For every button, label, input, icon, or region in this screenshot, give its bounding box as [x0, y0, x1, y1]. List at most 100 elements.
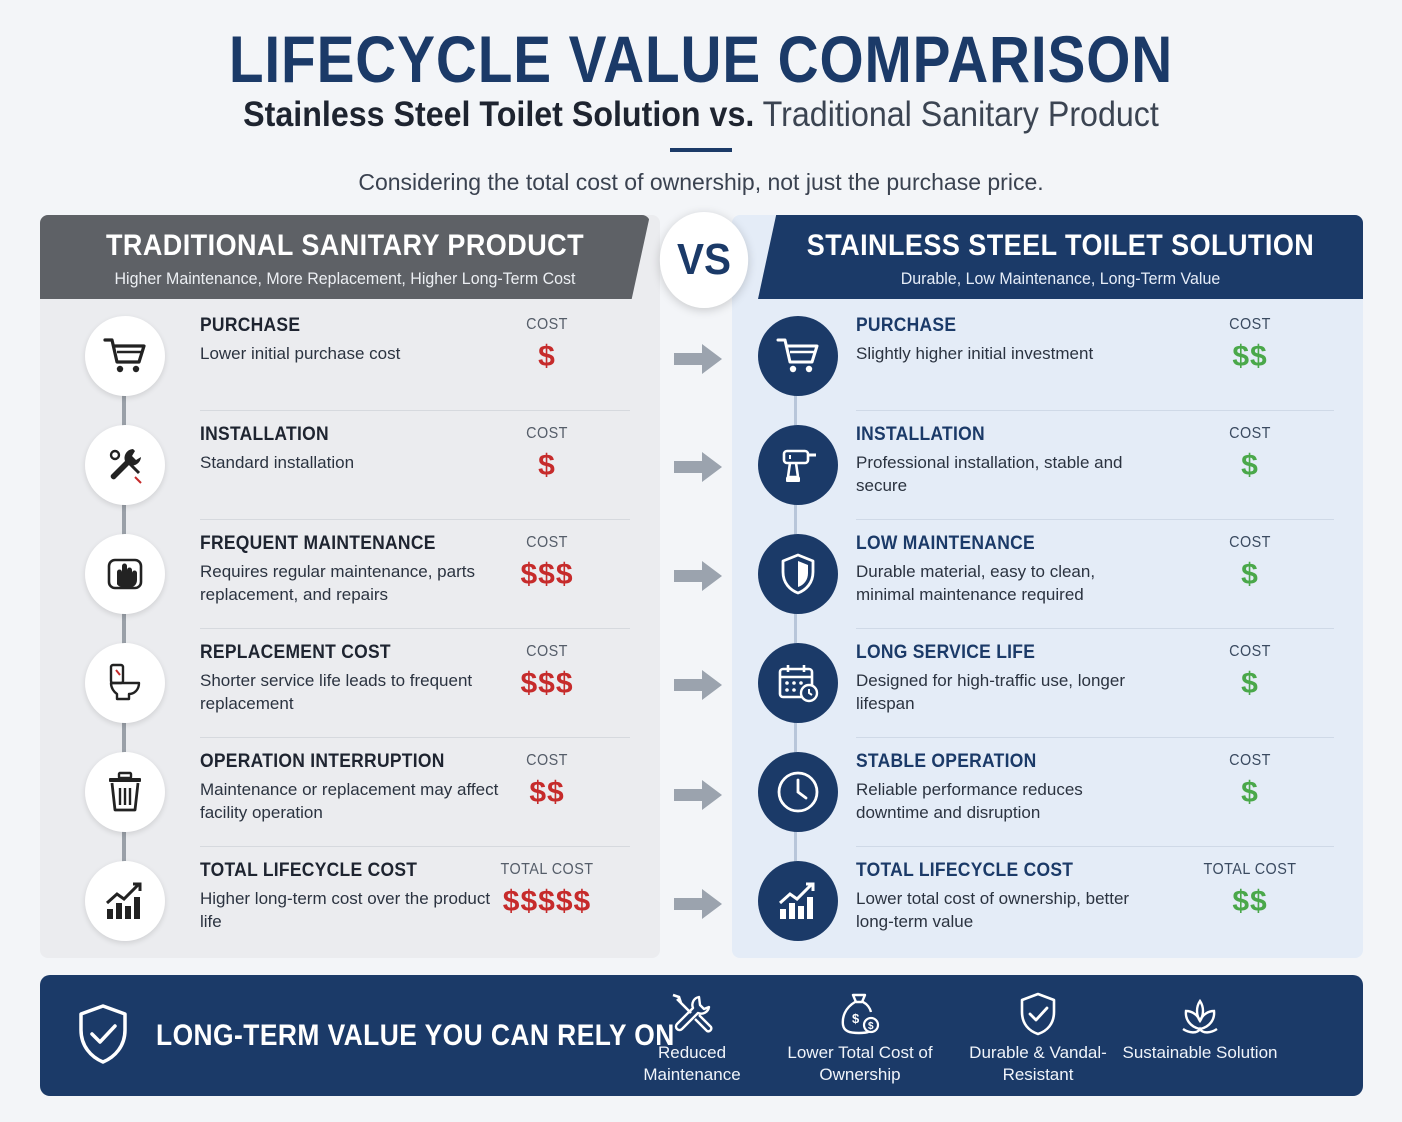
row-divider	[200, 519, 630, 520]
cost-label: COST	[1229, 425, 1271, 442]
row-divider	[200, 737, 630, 738]
row-title: TOTAL LIFECYCLE COST	[200, 860, 418, 881]
page-subtitle: Stainless Steel Toilet Solution vs. Trad…	[56, 94, 1346, 136]
shield-check-icon	[953, 989, 1123, 1039]
row-title: STABLE OPERATION	[856, 751, 1037, 772]
cost-label: COST	[1229, 534, 1271, 551]
row-description: Designed for high-traffic use, longer li…	[856, 671, 1126, 713]
chart-growth-icon	[85, 861, 165, 941]
row-title: OPERATION INTERRUPTION	[200, 751, 445, 772]
traditional-row-maintenance: FREQUENT MAINTENANCE Requires regular ma…	[40, 520, 660, 629]
row-title: INSTALLATION	[200, 424, 329, 445]
feature-sustainable: Sustainable Solution	[1115, 989, 1285, 1064]
chart-growth-icon	[758, 861, 838, 941]
arrow-right-icon	[674, 670, 722, 700]
arrow-right-icon	[674, 780, 722, 810]
row-divider	[200, 846, 630, 847]
stainless-row-stable-operation: STABLE OPERATION Reliable performance re…	[732, 738, 1363, 847]
subtitle-strong: Stainless Steel Toilet Solution vs.	[243, 95, 755, 134]
row-title: PURCHASE	[856, 315, 957, 336]
row-description: Lower total cost of ownership, better lo…	[856, 889, 1130, 931]
total-cost-value: $$	[1232, 885, 1268, 918]
cost-value: $$$	[520, 558, 574, 591]
stainless-subtitle: Durable, Low Maintenance, Long-Term Valu…	[900, 269, 1221, 288]
arrow-right-icon	[674, 561, 722, 591]
tools-icon	[607, 989, 777, 1039]
row-title: PURCHASE	[200, 315, 301, 336]
row-description: Lower initial purchase cost	[200, 344, 401, 363]
traditional-header: TRADITIONAL SANITARY PRODUCT Higher Main…	[40, 215, 650, 299]
total-cost-value: $$$$$	[502, 885, 592, 918]
cost-label: COST	[526, 316, 568, 333]
svg-text:$: $	[868, 1021, 874, 1032]
row-description: Maintenance or replacement may affect fa…	[200, 780, 499, 822]
row-title: REPLACEMENT COST	[200, 642, 391, 663]
shield-icon	[758, 534, 838, 614]
cost-value: $	[538, 340, 556, 373]
arrow-right-icon	[674, 452, 722, 482]
cost-label: COST	[1229, 752, 1271, 769]
row-description: Standard installation	[200, 453, 355, 472]
traditional-row-purchase: PURCHASE Lower initial purchase cost COS…	[40, 302, 660, 411]
row-divider	[856, 628, 1334, 629]
stainless-panel	[732, 215, 1363, 958]
cart-icon	[758, 316, 838, 396]
row-description: Higher long-term cost over the product l…	[200, 889, 491, 931]
money-bag-icon: $ $	[775, 989, 945, 1039]
row-description: Reliable performance reduces downtime an…	[856, 780, 1083, 822]
traditional-subtitle: Higher Maintenance, More Replacement, Hi…	[114, 269, 576, 288]
footer-title: LONG-TERM VALUE YOU CAN RELY ON	[156, 1019, 675, 1052]
row-description: Shorter service life leads to frequent r…	[200, 671, 473, 713]
feature-lower-cost: $ $ Lower Total Cost of Ownership	[775, 989, 945, 1086]
cost-label: COST	[526, 752, 568, 769]
feature-label: Sustainable Solution	[1122, 1043, 1278, 1062]
cost-label: COST	[526, 425, 568, 442]
stainless-row-total: TOTAL LIFECYCLE COST Lower total cost of…	[732, 847, 1363, 956]
drill-icon	[758, 425, 838, 505]
row-title: TOTAL LIFECYCLE COST	[856, 860, 1074, 881]
feature-label: Lower Total Cost of Ownership	[787, 1043, 933, 1084]
row-title: LONG SERVICE LIFE	[856, 642, 1036, 663]
row-divider	[856, 410, 1334, 411]
page-title: LIFECYCLE VALUE COMPARISON	[228, 22, 1174, 96]
row-description: Professional installation, stable and se…	[856, 453, 1123, 495]
stainless-row-purchase: PURCHASE Slightly higher initial investm…	[732, 302, 1363, 411]
stainless-row-maintenance: LOW MAINTENANCE Durable material, easy t…	[732, 520, 1363, 629]
row-divider	[856, 737, 1334, 738]
cost-label: COST	[526, 643, 568, 660]
wrench-icon	[85, 425, 165, 505]
cost-value: $	[1241, 449, 1259, 482]
hand-cleaning-icon	[85, 534, 165, 614]
row-divider	[856, 846, 1334, 847]
cost-value: $$	[529, 776, 565, 809]
traditional-row-installation: INSTALLATION Standard installation COST …	[40, 411, 660, 520]
timeline-connector-left	[122, 395, 126, 865]
cost-label: COST	[1229, 316, 1271, 333]
row-description: Slightly higher initial investment	[856, 344, 1094, 363]
title-underline	[670, 148, 732, 152]
feature-durable: Durable & Vandal-Resistant	[953, 989, 1123, 1086]
feature-label: Reduced Maintenance	[643, 1043, 741, 1084]
traditional-row-total: TOTAL LIFECYCLE COST Higher long-term co…	[40, 847, 660, 956]
cost-label: COST	[526, 534, 568, 551]
cost-value: $$$	[520, 667, 574, 700]
toilet-icon	[85, 643, 165, 723]
traditional-row-interruption: OPERATION INTERRUPTION Maintenance or re…	[40, 738, 660, 847]
stainless-row-service-life: LONG SERVICE LIFE Designed for high-traf…	[732, 629, 1363, 738]
row-divider	[200, 628, 630, 629]
clock-icon	[758, 752, 838, 832]
stainless-header: STAINLESS STEEL TOILET SOLUTION Durable,…	[758, 215, 1363, 299]
shield-check-icon	[79, 1004, 127, 1064]
row-title: FREQUENT MAINTENANCE	[200, 533, 436, 554]
total-cost-label: TOTAL COST	[500, 861, 594, 878]
stainless-row-installation: INSTALLATION Professional installation, …	[732, 411, 1363, 520]
arrow-right-icon	[674, 344, 722, 374]
svg-text:$: $	[852, 1011, 860, 1026]
row-description: Durable material, easy to clean, minimal…	[856, 562, 1096, 604]
leaf-icon	[1115, 989, 1285, 1039]
footer-banner: LONG-TERM VALUE YOU CAN RELY ON Reduced …	[40, 975, 1363, 1096]
cart-icon	[85, 316, 165, 396]
calendar-clock-icon	[758, 643, 838, 723]
row-divider	[856, 519, 1334, 520]
row-title: INSTALLATION	[856, 424, 985, 445]
